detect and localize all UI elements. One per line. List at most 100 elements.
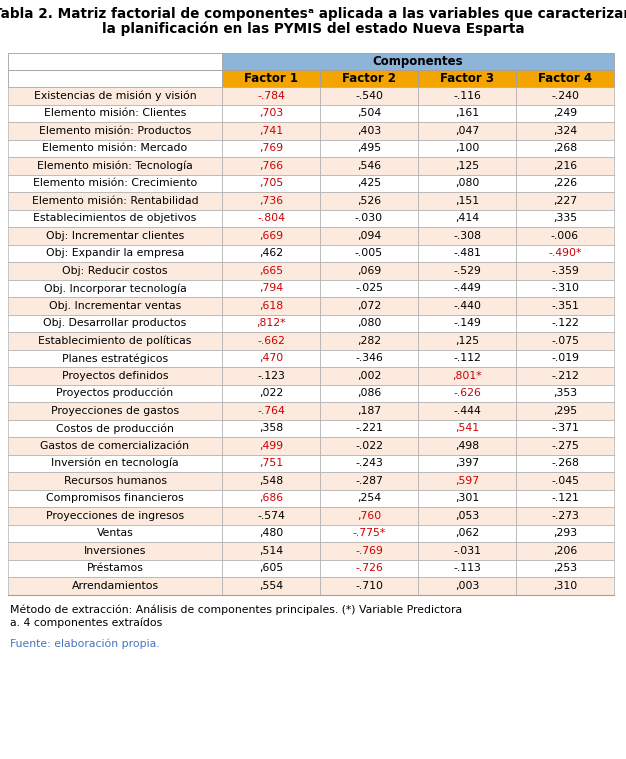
Text: ,794: ,794 (259, 283, 283, 293)
Text: -.481: -.481 (453, 248, 481, 258)
Text: ,187: ,187 (357, 406, 381, 416)
Bar (8, 209, 222, 227)
Text: ,470: ,470 (259, 353, 283, 364)
Text: ,618: ,618 (259, 301, 283, 310)
Text: -.045: -.045 (551, 476, 579, 486)
Bar (418, 70, 516, 87)
Text: -.030: -.030 (355, 213, 383, 223)
Text: ,499: ,499 (259, 441, 283, 451)
Bar (222, 314, 320, 332)
Bar (320, 472, 418, 490)
Bar (418, 577, 516, 594)
Text: Obj. Incorporar tecnología: Obj. Incorporar tecnología (44, 283, 187, 294)
Bar (320, 385, 418, 402)
Bar (516, 244, 614, 262)
Bar (222, 559, 320, 577)
Bar (418, 87, 516, 105)
Text: ,227: ,227 (553, 196, 577, 206)
Bar (222, 192, 320, 209)
Text: -.769: -.769 (355, 546, 383, 556)
Bar (222, 420, 320, 437)
Text: -.726: -.726 (355, 563, 383, 573)
Bar (320, 209, 418, 227)
Bar (222, 279, 320, 297)
Bar (516, 524, 614, 542)
Bar (222, 140, 320, 157)
Text: -.346: -.346 (355, 353, 383, 364)
Text: Método de extracción: Análisis de componentes principales. (*) Variable Predicto: Método de extracción: Análisis de compon… (10, 604, 462, 615)
Text: -.310: -.310 (551, 283, 579, 293)
Bar (516, 559, 614, 577)
Text: ,541: ,541 (455, 424, 479, 433)
Bar (320, 227, 418, 244)
Text: ,703: ,703 (259, 109, 283, 118)
Text: -.116: -.116 (453, 91, 481, 101)
Text: a. 4 componentes extraídos: a. 4 componentes extraídos (10, 618, 162, 628)
Bar (320, 122, 418, 140)
Text: ,548: ,548 (259, 476, 283, 486)
Text: Elemento misión: Tecnología: Elemento misión: Tecnología (37, 160, 193, 171)
Text: ,397: ,397 (455, 458, 479, 468)
Text: -.112: -.112 (453, 353, 481, 364)
Bar (8, 244, 222, 262)
Text: ,766: ,766 (259, 161, 283, 171)
Text: ,495: ,495 (357, 143, 381, 153)
Text: ,080: ,080 (357, 318, 381, 328)
Text: Obj. Desarrollar productos: Obj. Desarrollar productos (43, 318, 187, 328)
Text: -.287: -.287 (355, 476, 383, 486)
Bar (8, 87, 222, 105)
Bar (320, 175, 418, 192)
Text: ,100: ,100 (455, 143, 479, 153)
Text: Elemento misión: Mercado: Elemento misión: Mercado (43, 143, 188, 153)
Text: Establecimientos de objetivos: Establecimientos de objetivos (33, 213, 197, 223)
Text: -.764: -.764 (257, 406, 285, 416)
Bar (222, 262, 320, 279)
Bar (320, 437, 418, 455)
Bar (516, 70, 614, 87)
Text: ,425: ,425 (357, 178, 381, 188)
Bar (418, 314, 516, 332)
Bar (418, 367, 516, 385)
Text: Obj: Expandir la empresa: Obj: Expandir la empresa (46, 248, 184, 258)
Bar (8, 507, 222, 524)
Text: -.221: -.221 (355, 424, 383, 433)
Bar (320, 192, 418, 209)
Bar (320, 157, 418, 175)
Bar (516, 314, 614, 332)
Text: -.149: -.149 (453, 318, 481, 328)
Text: Factor 2: Factor 2 (342, 72, 396, 85)
Bar (320, 524, 418, 542)
Bar (418, 559, 516, 577)
Text: ,514: ,514 (259, 546, 283, 556)
Bar (516, 209, 614, 227)
Bar (418, 507, 516, 524)
Text: ,053: ,053 (455, 511, 479, 521)
Bar (516, 140, 614, 157)
Text: ,414: ,414 (455, 213, 479, 223)
Bar (8, 332, 222, 349)
Text: ,736: ,736 (259, 196, 283, 206)
Bar (320, 349, 418, 367)
Bar (516, 402, 614, 420)
Text: ,254: ,254 (357, 493, 381, 503)
Text: ,151: ,151 (455, 196, 479, 206)
Text: Gastos de comercialización: Gastos de comercialización (41, 441, 190, 451)
Bar (418, 140, 516, 157)
Text: -.019: -.019 (551, 353, 579, 364)
Bar (320, 577, 418, 594)
Bar (8, 279, 222, 297)
Text: Proyectos producción: Proyectos producción (56, 388, 173, 398)
Text: Recursos humanos: Recursos humanos (63, 476, 167, 486)
Text: Fuente: elaboración propia.: Fuente: elaboración propia. (10, 638, 160, 649)
Bar (222, 402, 320, 420)
Bar (222, 209, 320, 227)
Text: -.243: -.243 (355, 458, 383, 468)
Text: Obj: Reducir costos: Obj: Reducir costos (62, 266, 168, 276)
Bar (418, 105, 516, 122)
Text: Costos de producción: Costos de producción (56, 423, 174, 433)
Text: ,801*: ,801* (452, 370, 482, 381)
Bar (516, 472, 614, 490)
Bar (8, 192, 222, 209)
Text: Elemento misión: Clientes: Elemento misión: Clientes (44, 109, 186, 118)
Text: ,282: ,282 (357, 335, 381, 346)
